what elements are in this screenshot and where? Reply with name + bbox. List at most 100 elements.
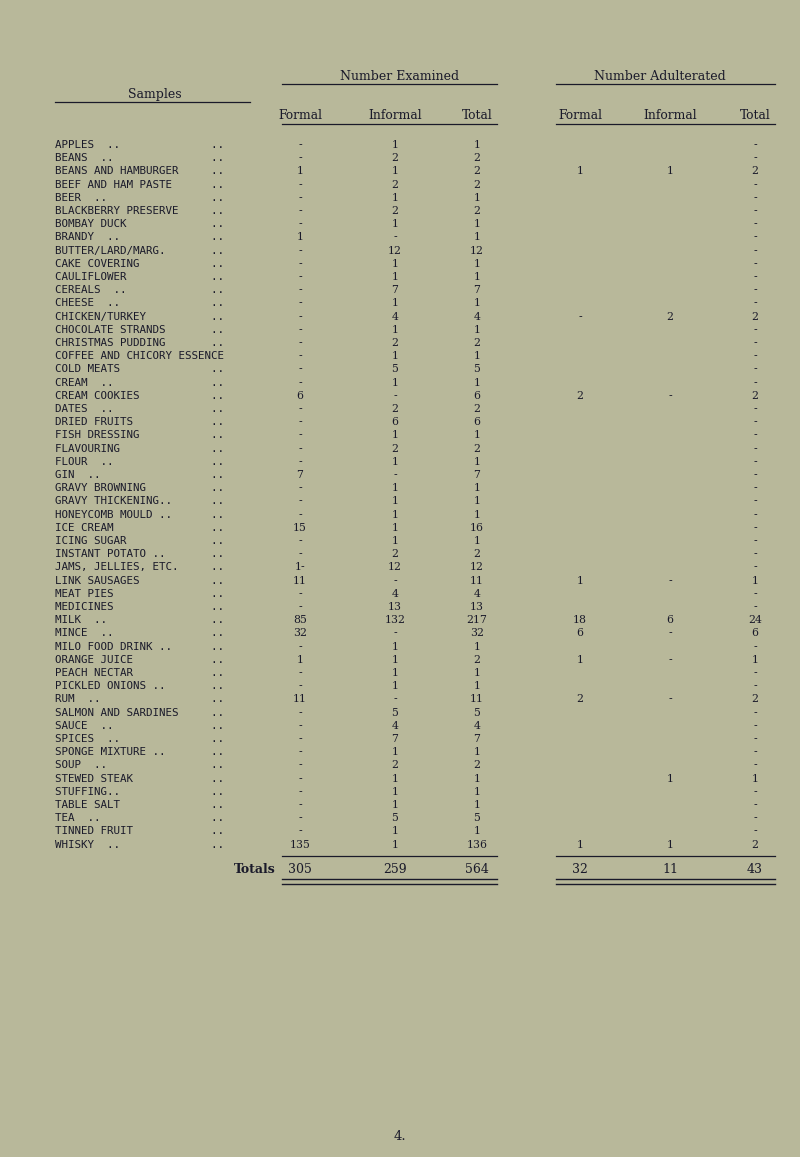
Text: -: -	[753, 470, 757, 480]
Text: -: -	[753, 193, 757, 202]
Text: WHISKY  ..              ..: WHISKY .. ..	[55, 840, 224, 849]
Text: FISH DRESSING           ..: FISH DRESSING ..	[55, 430, 224, 441]
Text: 1: 1	[474, 377, 481, 388]
Text: INSTANT POTATO ..       ..: INSTANT POTATO .. ..	[55, 550, 224, 559]
Text: 1: 1	[474, 272, 481, 282]
Text: 1: 1	[474, 509, 481, 519]
Text: -: -	[298, 668, 302, 678]
Text: 1: 1	[474, 219, 481, 229]
Text: -: -	[298, 536, 302, 546]
Text: HONEYCOMB MOULD ..      ..: HONEYCOMB MOULD .. ..	[55, 509, 224, 519]
Text: 11: 11	[293, 575, 307, 585]
Text: 1: 1	[391, 299, 398, 309]
Text: -: -	[393, 694, 397, 705]
Text: -: -	[753, 377, 757, 388]
Text: 1: 1	[391, 642, 398, 651]
Text: 1: 1	[666, 840, 674, 849]
Text: 16: 16	[470, 523, 484, 533]
Text: 4: 4	[391, 589, 398, 599]
Text: 1: 1	[474, 787, 481, 797]
Text: APPLES  ..              ..: APPLES .. ..	[55, 140, 224, 150]
Text: 1: 1	[751, 774, 758, 783]
Text: 2: 2	[474, 443, 481, 454]
Text: 1: 1	[391, 167, 398, 176]
Text: BUTTER/LARD/MARG.       ..: BUTTER/LARD/MARG. ..	[55, 245, 224, 256]
Text: SALMON AND SARDINES     ..: SALMON AND SARDINES ..	[55, 708, 224, 717]
Text: 1: 1	[391, 681, 398, 691]
Text: -: -	[298, 799, 302, 810]
Text: 1: 1	[474, 140, 481, 150]
Text: -: -	[753, 418, 757, 427]
Text: -: -	[753, 484, 757, 493]
Text: -: -	[753, 338, 757, 348]
Text: -: -	[753, 206, 757, 216]
Text: -: -	[298, 404, 302, 414]
Text: RUM  ..                 ..: RUM .. ..	[55, 694, 224, 705]
Text: PEACH NECTAR            ..: PEACH NECTAR ..	[55, 668, 224, 678]
Text: 1: 1	[391, 536, 398, 546]
Text: -: -	[753, 509, 757, 519]
Text: -: -	[298, 179, 302, 190]
Text: 2: 2	[577, 694, 583, 705]
Text: TEA  ..                 ..: TEA .. ..	[55, 813, 224, 823]
Text: 7: 7	[391, 734, 398, 744]
Text: 136: 136	[466, 840, 487, 849]
Text: 32: 32	[293, 628, 307, 639]
Text: CAKE COVERING           ..: CAKE COVERING ..	[55, 259, 224, 268]
Text: COLD MEATS              ..: COLD MEATS ..	[55, 364, 224, 375]
Text: -: -	[753, 550, 757, 559]
Text: 7: 7	[391, 285, 398, 295]
Text: 1: 1	[391, 496, 398, 507]
Text: 2: 2	[391, 153, 398, 163]
Text: CHICKEN/TURKEY          ..: CHICKEN/TURKEY ..	[55, 311, 224, 322]
Text: 1: 1	[391, 219, 398, 229]
Text: -: -	[753, 734, 757, 744]
Text: 1: 1	[666, 167, 674, 176]
Text: 1: 1	[577, 840, 583, 849]
Text: 2: 2	[666, 311, 674, 322]
Text: ORANGE JUICE            ..: ORANGE JUICE ..	[55, 655, 224, 665]
Text: 564: 564	[465, 863, 489, 876]
Text: -: -	[298, 602, 302, 612]
Text: -: -	[753, 721, 757, 731]
Text: 43: 43	[747, 863, 763, 876]
Text: TABLE SALT              ..: TABLE SALT ..	[55, 799, 224, 810]
Text: -: -	[298, 364, 302, 375]
Text: BEEF AND HAM PASTE      ..: BEEF AND HAM PASTE ..	[55, 179, 224, 190]
Text: 2: 2	[751, 840, 758, 849]
Text: 2: 2	[474, 338, 481, 348]
Text: 1: 1	[391, 668, 398, 678]
Text: -: -	[753, 602, 757, 612]
Text: 2: 2	[751, 167, 758, 176]
Text: -: -	[298, 708, 302, 717]
Text: MILK  ..                ..: MILK .. ..	[55, 616, 224, 625]
Text: 1: 1	[391, 774, 398, 783]
Text: DATES  ..               ..: DATES .. ..	[55, 404, 224, 414]
Text: -: -	[753, 259, 757, 268]
Text: 1: 1	[391, 457, 398, 466]
Text: -: -	[298, 484, 302, 493]
Text: 1: 1	[474, 259, 481, 268]
Text: 1: 1	[391, 826, 398, 837]
Text: 1: 1	[391, 193, 398, 202]
Text: MEAT PIES               ..: MEAT PIES ..	[55, 589, 224, 599]
Text: 2: 2	[474, 550, 481, 559]
Text: CAULIFLOWER             ..: CAULIFLOWER ..	[55, 272, 224, 282]
Text: 1: 1	[577, 575, 583, 585]
Text: 7: 7	[297, 470, 303, 480]
Text: -: -	[753, 285, 757, 295]
Text: -: -	[298, 747, 302, 757]
Text: 13: 13	[388, 602, 402, 612]
Text: CHOCOLATE STRANDS       ..: CHOCOLATE STRANDS ..	[55, 325, 224, 334]
Text: 2: 2	[474, 404, 481, 414]
Text: SAUCE  ..               ..: SAUCE .. ..	[55, 721, 224, 731]
Text: 1: 1	[391, 430, 398, 441]
Text: -: -	[393, 233, 397, 243]
Text: -: -	[298, 642, 302, 651]
Text: 6: 6	[474, 391, 481, 400]
Text: CREAM  ..               ..: CREAM .. ..	[55, 377, 224, 388]
Text: 4: 4	[391, 311, 398, 322]
Text: -: -	[753, 140, 757, 150]
Text: 12: 12	[470, 245, 484, 256]
Text: -: -	[298, 377, 302, 388]
